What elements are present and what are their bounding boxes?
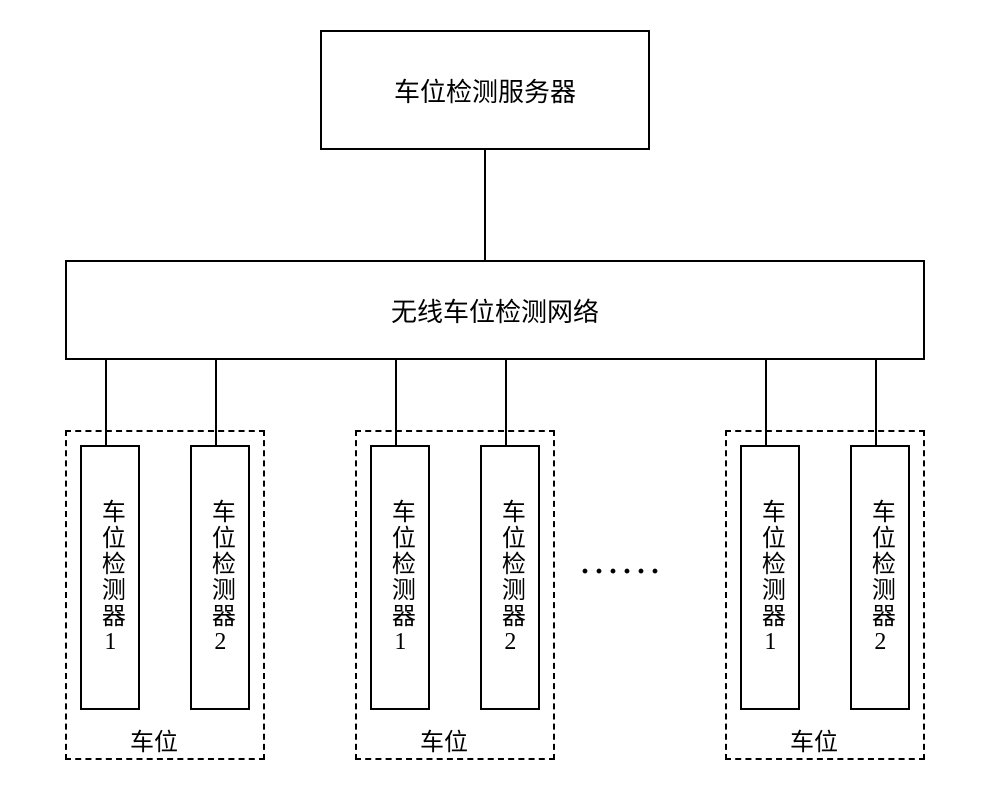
detector-label: 车位检测器2 (206, 499, 235, 657)
detector-label: 车位检测器1 (756, 499, 785, 657)
detector-box: 车位检测器2 (190, 445, 250, 710)
detector-box: 车位检测器1 (370, 445, 430, 710)
detector-label: 车位检测器2 (496, 499, 525, 657)
server-label: 车位检测服务器 (394, 72, 576, 109)
detector-label: 车位检测器1 (96, 499, 125, 657)
ellipsis-icon: ······ (580, 555, 664, 589)
detector-label: 车位检测器2 (866, 499, 895, 657)
parking-group-label: 车位 (420, 722, 468, 757)
network-label: 无线车位检测网络 (391, 292, 599, 329)
detector-label: 车位检测器1 (386, 499, 415, 657)
detector-box: 车位检测器2 (850, 445, 910, 710)
detector-box: 车位检测器2 (480, 445, 540, 710)
parking-group-label: 车位 (130, 722, 178, 757)
detector-box: 车位检测器1 (80, 445, 140, 710)
server-box: 车位检测服务器 (320, 30, 650, 150)
parking-group-label: 车位 (790, 722, 838, 757)
connector-server-network (484, 150, 486, 260)
detector-box: 车位检测器1 (740, 445, 800, 710)
network-box: 无线车位检测网络 (65, 260, 925, 360)
